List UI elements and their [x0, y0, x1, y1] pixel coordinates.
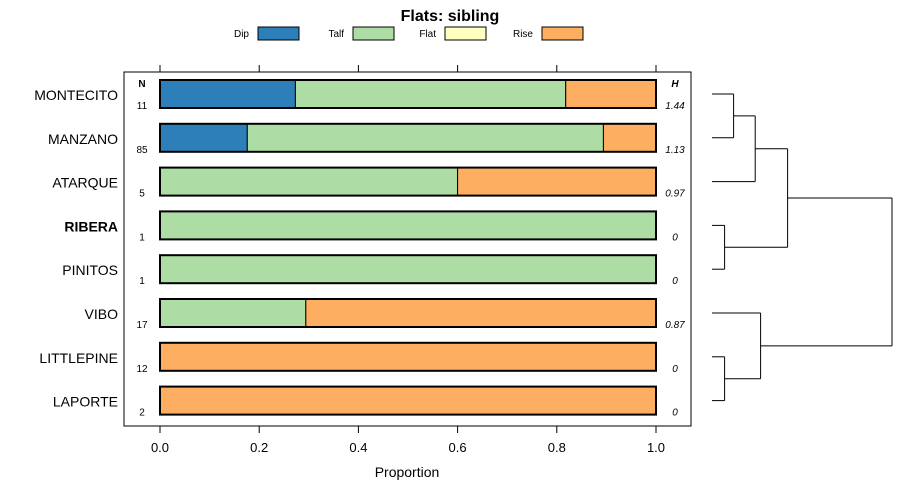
bar-segment-rise: [565, 79, 657, 109]
category-label: MONTECITO: [34, 87, 118, 103]
h-value: 0: [672, 364, 678, 375]
x-tick-label: 1.0: [647, 440, 665, 455]
plot-frame: [123, 71, 692, 427]
h-value: 0.97: [665, 189, 685, 200]
bar-segment-rise: [159, 386, 657, 416]
bar-outline: [159, 298, 657, 328]
bar-segment-talf: [159, 167, 459, 197]
legend-label-dip: Dip: [234, 29, 249, 40]
bar-segment-rise: [305, 298, 657, 328]
category-label: ATARQUE: [52, 175, 118, 191]
legend-swatch-rise: [541, 26, 584, 41]
bar-outline: [159, 385, 657, 416]
bar-segment-rise: [159, 342, 657, 372]
bar-segment-talf: [159, 210, 657, 240]
x-tick-label: 0.2: [250, 440, 268, 455]
bars: [159, 79, 657, 416]
bar-segment-talf: [159, 298, 307, 328]
n-value: 85: [136, 145, 148, 156]
h-value: 0: [672, 232, 678, 243]
top-axis-ticks: [159, 65, 657, 72]
bar-outline: [159, 79, 657, 109]
n-column-header: N: [138, 79, 145, 90]
legend-swatch-talf: [352, 26, 395, 41]
n-value: 2: [139, 408, 145, 419]
category-label: LITTLEPINE: [39, 350, 118, 366]
category-label: MANZANO: [48, 131, 118, 147]
category-label: PINITOS: [62, 262, 118, 278]
n-value: 1: [139, 232, 145, 243]
bar-segment-rise: [602, 123, 657, 153]
legend-label-talf: Talf: [328, 29, 344, 40]
h-value: 0: [672, 408, 678, 419]
x-axis-label: Proportion: [375, 464, 440, 480]
h-value: 0: [672, 276, 678, 287]
x-tick-label: 0.6: [449, 440, 467, 455]
legend-swatch-flat: [444, 26, 487, 41]
h-column-header: H: [671, 79, 679, 90]
h-values: 1.44 1.13 0.97 0 0 0.87 0 0: [665, 101, 685, 419]
bar-segment-dip: [159, 79, 296, 109]
n-value: 11: [137, 101, 148, 112]
bar-outline: [159, 341, 657, 372]
n-value: 12: [136, 364, 148, 375]
bar-segment-talf: [246, 123, 604, 153]
category-label: RIBERA: [64, 218, 118, 234]
legend-swatch-dip: [257, 26, 300, 41]
bar-segment-dip: [159, 123, 248, 153]
bar-outline: [159, 210, 657, 241]
n-value: 1: [139, 276, 145, 287]
category-labels: MONTECITO MANZANO ATARQUE RIBERA PINITOS VIBO…: [34, 87, 118, 410]
dendrogram: [712, 93, 893, 402]
category-label: LAPORTE: [53, 394, 118, 410]
h-value: 0.87: [665, 320, 685, 331]
legend-label-flat: Flat: [419, 29, 436, 40]
bar-segment-talf: [159, 254, 657, 284]
x-tick-label: 0.0: [151, 440, 169, 455]
bar-segment-talf: [294, 79, 567, 109]
x-tick-label: 0.4: [349, 440, 367, 455]
h-value: 1.44: [665, 101, 685, 112]
legend-label-rise: Rise: [513, 29, 533, 40]
h-value: 1.13: [665, 145, 685, 156]
chart-title: Flats: sibling: [401, 8, 500, 25]
n-value: 5: [139, 189, 145, 200]
x-axis: 0.0 0.2 0.4 0.6 0.8 1.0: [151, 426, 665, 455]
x-tick-label: 0.8: [548, 440, 566, 455]
category-label: VIBO: [85, 306, 119, 322]
n-value: 17: [136, 320, 148, 331]
bar-outline: [159, 122, 657, 153]
legend: Dip Talf Flat Rise: [234, 26, 584, 41]
bar-outline: [159, 254, 657, 285]
bar-segment-rise: [457, 167, 657, 197]
bar-outline: [159, 166, 657, 197]
